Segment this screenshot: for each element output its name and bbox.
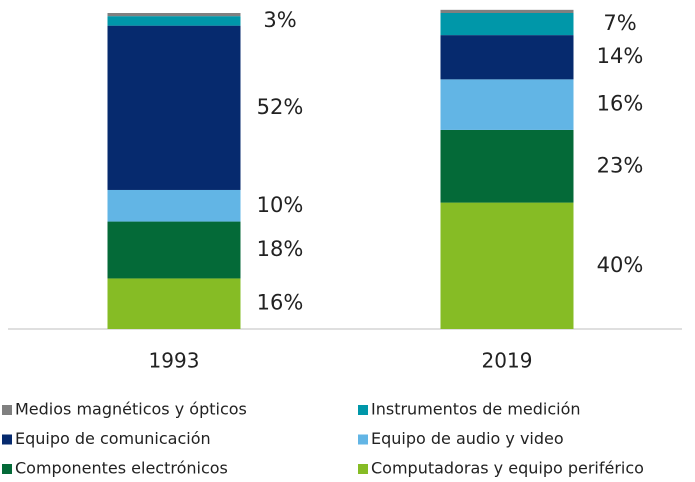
legend-swatch [2,464,12,474]
value-label: 16% [597,92,644,116]
value-label: 52% [257,95,304,119]
value-label: 3% [263,8,296,32]
bar-segment [107,189,241,222]
legend-label: Medios magnéticos y ópticos [15,400,247,419]
value-label: 16% [257,291,304,315]
value-label: 40% [597,253,644,277]
legend-swatch [358,464,368,474]
bar-segment [107,278,241,329]
value-label: 18% [257,237,304,261]
bar-segment [440,202,574,329]
legend-swatch [358,434,368,445]
legend-swatch [358,405,368,415]
value-label: 23% [597,153,644,177]
legend-label: Componentes electrónicos [15,459,228,478]
x-tick-label: 1993 [149,349,200,373]
bar-segment [440,35,574,80]
bar-segment [107,221,241,279]
bar-segment [440,9,574,13]
bar-segment [440,79,574,130]
x-tick-label: 2019 [482,349,533,373]
bar-segment [440,129,574,203]
legend-label: Computadoras y equipo periférico [371,459,644,478]
value-label: 10% [257,193,304,217]
legend-swatch [2,434,12,445]
legend-label: Equipo de comunicación [15,429,211,448]
legend-label: Instrumentos de medición [371,400,581,419]
legend-label: Equipo de audio y video [371,429,564,448]
value-label: 14% [597,44,644,68]
bar-segment [107,16,241,26]
value-label: 7% [603,11,636,35]
bar-segment [107,13,241,17]
bar-segment [107,25,241,190]
bar-segment [440,13,574,36]
legend-swatch [2,405,12,415]
